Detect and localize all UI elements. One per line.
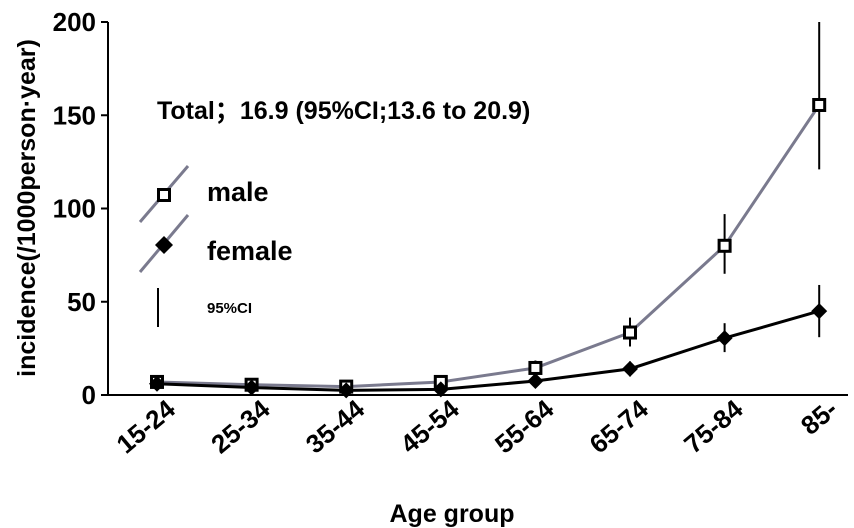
legend-male-label: male bbox=[207, 177, 269, 207]
data-point-female bbox=[243, 379, 260, 396]
legend-female-label: female bbox=[207, 236, 293, 266]
legend-item-ci: 95%CI bbox=[157, 288, 252, 327]
data-point-female bbox=[338, 382, 355, 399]
x-axis-title: Age group bbox=[390, 500, 515, 528]
data-point-female bbox=[149, 375, 165, 392]
legend-male-marker bbox=[157, 188, 171, 202]
y-axis-title: incidence(/1000person·year) bbox=[13, 39, 41, 377]
y-tick-label: 150 bbox=[53, 100, 96, 130]
legend-item-female: female bbox=[138, 214, 293, 273]
x-tick-label: 55-64 bbox=[489, 393, 560, 459]
series-female bbox=[149, 284, 828, 399]
x-tick-label: 25-34 bbox=[205, 393, 276, 459]
total-annotation: Total；16.9 (95%CI;13.6 to 20.9) bbox=[157, 97, 530, 125]
series-line-female bbox=[156, 309, 820, 392]
y-tick-label: 200 bbox=[53, 7, 96, 37]
data-point-female bbox=[622, 360, 638, 377]
series-layer bbox=[149, 22, 828, 399]
data-point-female bbox=[527, 373, 544, 390]
legend-item-male: male bbox=[138, 165, 269, 223]
y-tick-label: 50 bbox=[67, 287, 96, 317]
series-line-male bbox=[156, 104, 821, 389]
x-tick-label: 65-74 bbox=[584, 393, 655, 459]
data-point-female bbox=[716, 330, 733, 347]
x-tick-label: 35-44 bbox=[300, 393, 371, 459]
data-point-male bbox=[623, 325, 637, 340]
data-point-male bbox=[812, 97, 827, 112]
data-point-male bbox=[528, 360, 543, 375]
x-tick-label: 45-54 bbox=[394, 393, 465, 459]
y-tick-label: 100 bbox=[53, 194, 96, 224]
y-ticks: 0 50 100 150 200 bbox=[53, 7, 108, 410]
legend-female-marker bbox=[155, 236, 173, 254]
x-tick-label: 85- bbox=[795, 394, 843, 441]
x-tick-label: 75-84 bbox=[678, 393, 749, 459]
data-point-female bbox=[432, 381, 449, 398]
data-point-female bbox=[811, 303, 828, 320]
legend: male female 95%CI bbox=[138, 165, 293, 327]
y-tick-label: 0 bbox=[82, 380, 96, 410]
legend-ci-label: 95%CI bbox=[207, 300, 252, 317]
x-ticks: 15-24 25-34 35-44 45-54 55-64 65-74 75-84 85- bbox=[111, 393, 843, 459]
x-tick-label: 15-24 bbox=[111, 393, 182, 459]
data-point-male bbox=[717, 238, 732, 253]
